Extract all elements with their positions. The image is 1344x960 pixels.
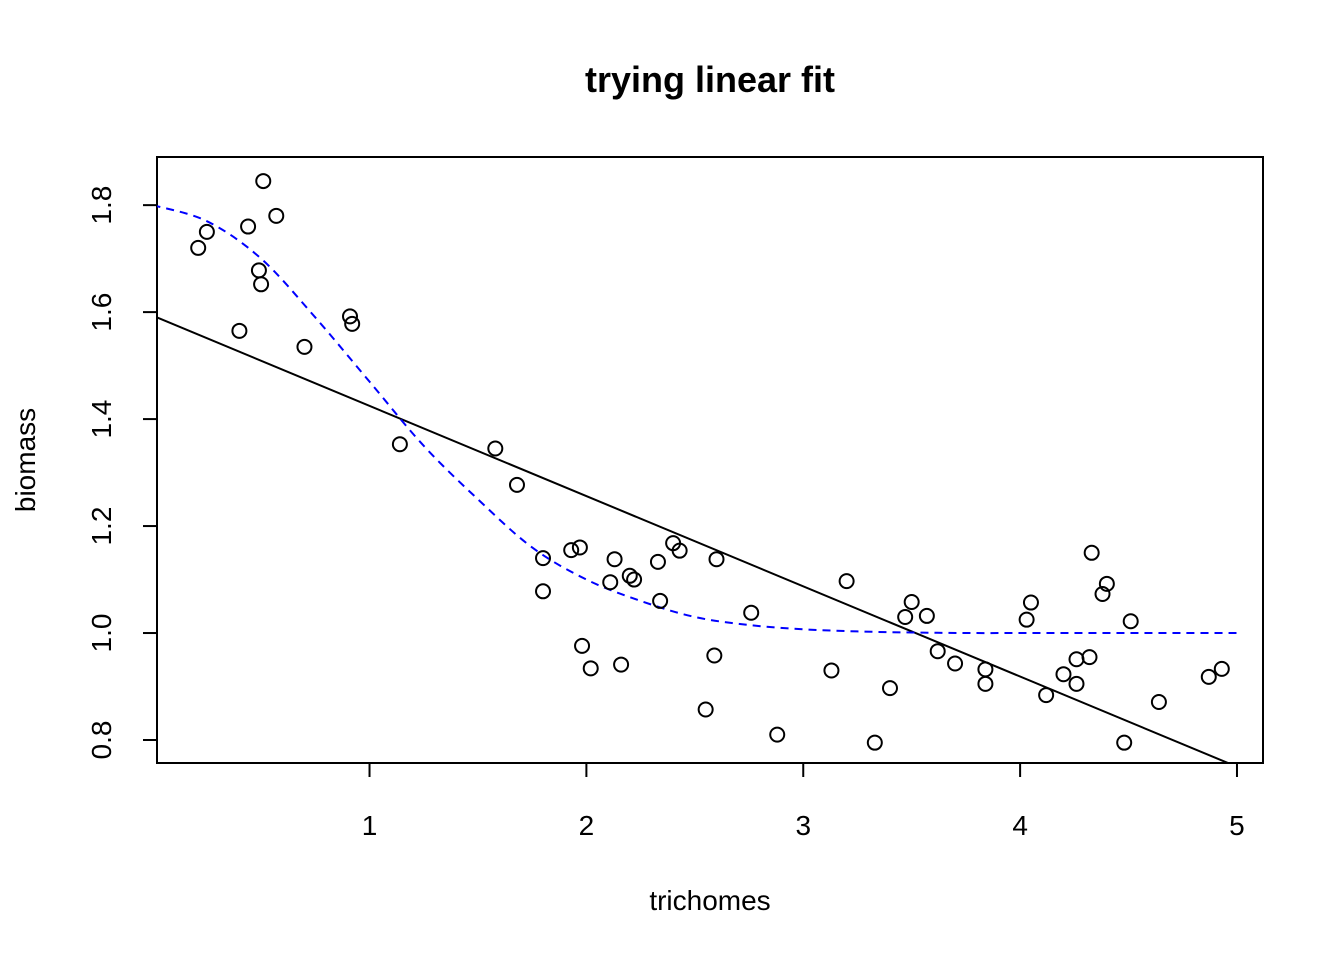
data-point — [344, 315, 361, 332]
x-axis-label: trichomes — [649, 885, 770, 916]
data-points — [190, 173, 1230, 751]
data-point — [769, 726, 786, 743]
data-point — [606, 551, 623, 568]
data-point — [1081, 649, 1098, 666]
data-point — [903, 594, 920, 611]
y-axis-label: biomass — [10, 408, 41, 512]
data-point — [255, 173, 272, 190]
data-point — [602, 574, 619, 591]
data-point — [342, 308, 359, 325]
data-point — [929, 643, 946, 660]
data-point — [652, 592, 669, 609]
data-point — [838, 573, 855, 590]
data-point — [1022, 594, 1039, 611]
data-point — [1150, 694, 1167, 711]
y-axis: 0.8 1.0 1.2 1.4 1.6 1.8 — [86, 186, 158, 760]
x-tick-label: 2 — [579, 810, 595, 841]
data-point — [571, 539, 588, 556]
data-point — [881, 680, 898, 697]
data-point — [253, 276, 270, 293]
data-point — [743, 604, 760, 621]
data-point — [697, 701, 714, 718]
data-point — [1068, 651, 1085, 668]
data-point — [190, 239, 207, 256]
data-point — [1098, 575, 1115, 592]
data-point — [1213, 660, 1230, 677]
data-point — [535, 583, 552, 600]
data-point — [574, 637, 591, 654]
data-point — [918, 607, 935, 624]
y-tick-label: 0.8 — [86, 721, 117, 760]
data-point — [508, 476, 525, 493]
y-tick-label: 1.2 — [86, 507, 117, 546]
data-point — [626, 571, 643, 588]
x-tick-label: 1 — [362, 810, 378, 841]
data-point — [1116, 734, 1133, 751]
y-tick-label: 1.4 — [86, 400, 117, 439]
data-point — [866, 734, 883, 751]
data-point — [535, 550, 552, 567]
y-tick-label: 1.0 — [86, 614, 117, 653]
data-point — [563, 542, 580, 559]
data-point — [1122, 613, 1139, 630]
data-point — [649, 553, 666, 570]
data-point — [1094, 585, 1111, 602]
data-point — [977, 675, 994, 692]
data-point — [897, 608, 914, 625]
data-point — [708, 551, 725, 568]
y-tick-label: 1.6 — [86, 293, 117, 332]
data-point — [1083, 544, 1100, 561]
data-point — [1038, 687, 1055, 704]
data-point — [391, 436, 408, 453]
fit-lines — [157, 205, 1237, 763]
data-point — [621, 567, 638, 584]
data-point — [823, 662, 840, 679]
plot-frame — [156, 156, 1264, 764]
data-point — [250, 262, 267, 279]
data-point — [947, 655, 964, 672]
data-point — [1055, 666, 1072, 683]
data-point — [671, 542, 688, 559]
linear-fit-line — [157, 316, 1231, 763]
data-point — [1200, 668, 1217, 685]
nonlinear-fit-curve — [157, 205, 1237, 635]
data-point — [296, 338, 313, 355]
data-point — [977, 661, 994, 678]
data-point — [582, 660, 599, 677]
data-point — [240, 218, 257, 235]
x-tick-label: 3 — [795, 810, 811, 841]
data-point — [231, 322, 248, 339]
data-point — [706, 647, 723, 664]
data-point — [1068, 675, 1085, 692]
x-axis: 1 2 3 4 5 — [362, 762, 1245, 841]
data-point — [487, 440, 504, 457]
data-point — [268, 207, 285, 224]
x-tick-label: 5 — [1229, 810, 1245, 841]
data-point — [1018, 611, 1035, 628]
x-tick-label: 4 — [1012, 810, 1028, 841]
data-point — [613, 656, 630, 673]
data-point — [198, 223, 215, 240]
y-tick-label: 1.8 — [86, 186, 117, 225]
chart-title: trying linear fit — [585, 59, 835, 100]
